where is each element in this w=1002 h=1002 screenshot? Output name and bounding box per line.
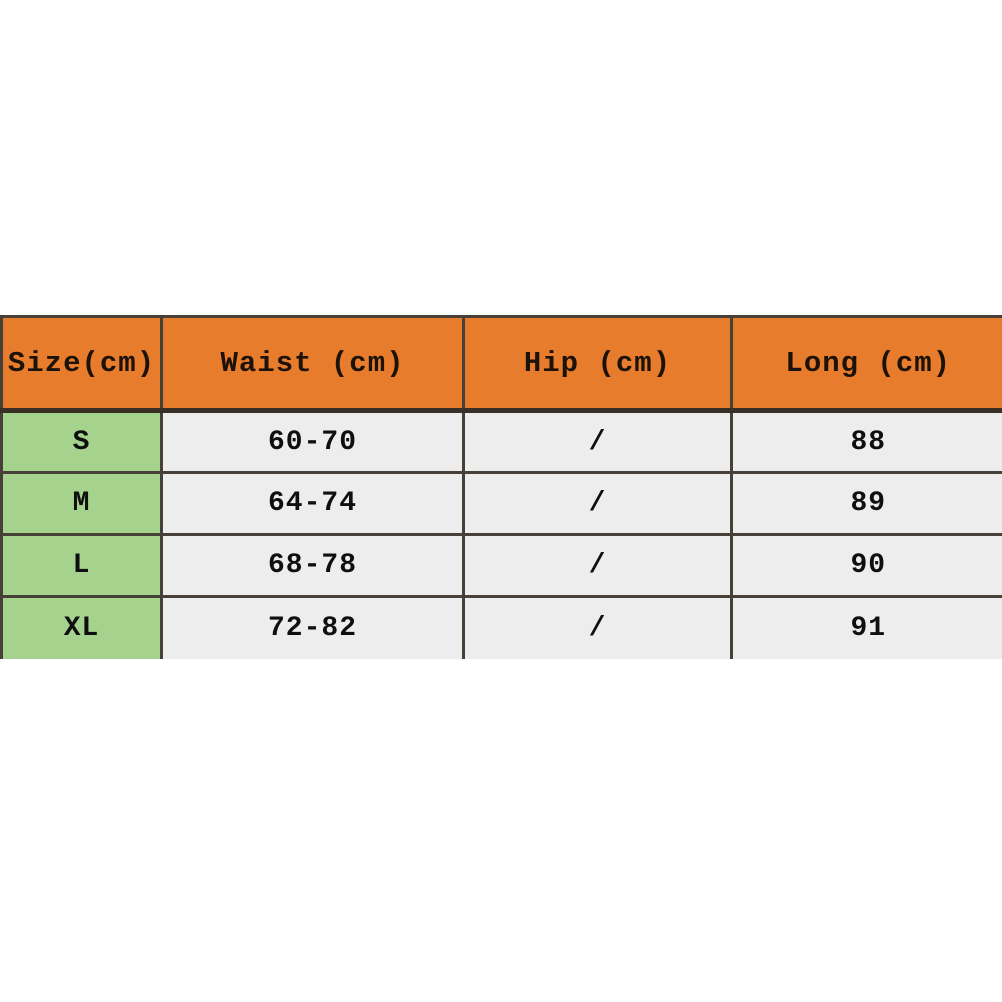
cell-size-m: M [0, 471, 163, 536]
cell-size-l: L [0, 533, 163, 598]
column-header-long: Long (cm) [730, 315, 1002, 413]
size-chart-body: S 60-70 / 88 M 64-74 / 89 L 68-78 / 90 X… [0, 409, 1002, 659]
table-row-xl: XL 72-82 / 91 [0, 595, 1002, 659]
cell-long-s: 88 [730, 409, 1002, 474]
cell-size-s: S [0, 409, 163, 474]
cell-hip-l: / [462, 533, 733, 598]
column-header-size: Size(cm) [0, 315, 163, 413]
cell-size-xl: XL [0, 595, 163, 659]
cell-waist-xl: 72-82 [160, 595, 465, 659]
column-header-hip: Hip (cm) [462, 315, 733, 413]
size-chart-table: Size(cm) Waist (cm) Hip (cm) Long (cm) S… [0, 315, 1002, 659]
size-chart-header: Size(cm) Waist (cm) Hip (cm) Long (cm) [0, 315, 1002, 413]
cell-hip-m: / [462, 471, 733, 536]
cell-waist-s: 60-70 [160, 409, 465, 474]
table-row-m: M 64-74 / 89 [0, 471, 1002, 536]
cell-long-l: 90 [730, 533, 1002, 598]
column-header-waist: Waist (cm) [160, 315, 465, 413]
cell-long-m: 89 [730, 471, 1002, 536]
cell-hip-s: / [462, 409, 733, 474]
cell-hip-xl: / [462, 595, 733, 659]
header-row: Size(cm) Waist (cm) Hip (cm) Long (cm) [0, 315, 1002, 413]
cell-waist-m: 64-74 [160, 471, 465, 536]
cell-waist-l: 68-78 [160, 533, 465, 598]
cell-long-xl: 91 [730, 595, 1002, 659]
table-row-s: S 60-70 / 88 [0, 409, 1002, 474]
table-row-l: L 68-78 / 90 [0, 533, 1002, 598]
